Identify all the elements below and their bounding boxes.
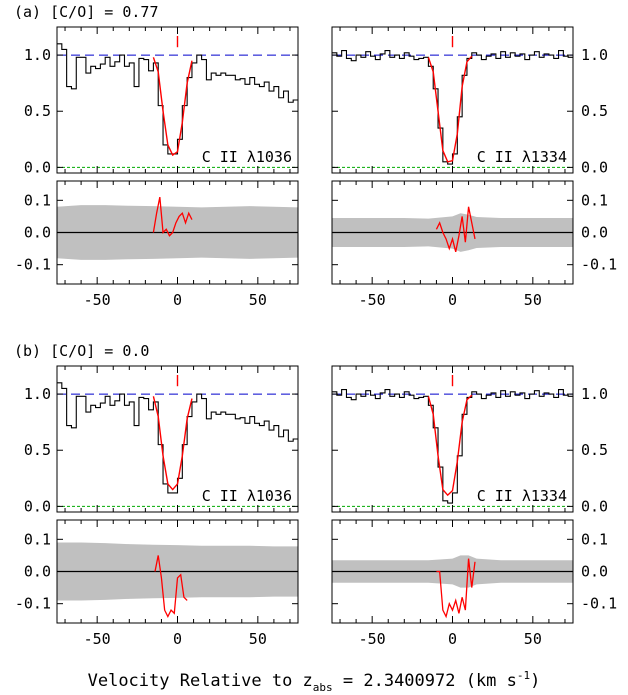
transition-label: C II λ1334 xyxy=(477,148,567,166)
transition-label: C II λ1334 xyxy=(477,487,567,505)
group-b-label: (b) [C/O] = 0.0 xyxy=(14,342,149,360)
group-a-label: (a) [C/O] = 0.77 xyxy=(14,3,159,21)
x-tick-label: 50 xyxy=(249,291,267,309)
model-fit-line xyxy=(152,57,193,157)
model-fit-line xyxy=(152,396,193,491)
y-tick-label: 0.0 xyxy=(24,158,51,176)
residual-line xyxy=(152,196,193,237)
y-tick-label: 0.5 xyxy=(24,102,51,120)
y-tick-label: -0.1 xyxy=(15,256,51,274)
y-tick-label: 0.5 xyxy=(581,102,608,120)
y-tick-label: 0.1 xyxy=(24,530,51,548)
y-tick-label: 0.5 xyxy=(581,441,608,459)
x-axis-title-superscript: -1 xyxy=(517,669,530,682)
plot-area xyxy=(332,555,573,619)
x-axis-title-subscript: abs xyxy=(313,681,333,694)
x-tick-label: 0 xyxy=(173,291,182,309)
x-tick-label: 50 xyxy=(524,630,542,648)
spectrum-histogram xyxy=(57,382,298,494)
x-tick-label: -50 xyxy=(359,291,386,309)
y-tick-label: 0.0 xyxy=(24,563,51,581)
y-tick-label: 0.1 xyxy=(24,191,51,209)
x-tick-label: 50 xyxy=(524,291,542,309)
y-tick-label: 0.0 xyxy=(24,497,51,515)
panel-a-residual-1334: -50 0 50 -0.1 0.0 0.1 xyxy=(331,180,617,309)
panel-a-spectrum-1036: C II λ1036 0.0 0.5 1.0 xyxy=(24,26,299,176)
panel-a-residual-1036: -50 0 50 -0.1 0.0 0.1 xyxy=(15,180,299,309)
y-tick-label: 0.0 xyxy=(581,563,608,581)
plot-area xyxy=(332,206,573,252)
y-tick-label: 1.0 xyxy=(581,46,608,64)
y-tick-label: 0.1 xyxy=(581,191,608,209)
x-tick-label: 0 xyxy=(448,291,457,309)
x-axis-title-tail: = 2.3400972 (km s xyxy=(333,671,517,691)
x-tick-label: -50 xyxy=(359,630,386,648)
panel-b-spectrum-1036: C II λ1036 0.0 0.5 1.0 xyxy=(24,365,299,515)
y-tick-label: 0.0 xyxy=(581,158,608,176)
x-tick-label: 50 xyxy=(249,630,267,648)
transition-label: C II λ1036 xyxy=(202,487,292,505)
y-tick-label: 0.0 xyxy=(581,497,608,515)
residual-line xyxy=(154,555,188,619)
y-tick-label: -0.1 xyxy=(15,595,51,613)
model-fit-line xyxy=(427,55,473,163)
y-tick-label: 0.0 xyxy=(24,224,51,242)
x-tick-label: 0 xyxy=(173,630,182,648)
transition-label: C II λ1036 xyxy=(202,148,292,166)
model-fit-line xyxy=(427,394,473,497)
x-tick-label: -50 xyxy=(84,630,111,648)
y-tick-label: 1.0 xyxy=(581,385,608,403)
spectrum-histogram xyxy=(332,389,573,504)
x-tick-label: -50 xyxy=(84,291,111,309)
y-tick-label: 1.0 xyxy=(24,46,51,64)
panel-a-spectrum-1334: C II λ1334 0.0 0.5 1.0 xyxy=(331,26,608,176)
x-axis-title-main: Velocity Relative to z xyxy=(88,671,313,691)
y-tick-label: 0.0 xyxy=(581,224,608,242)
y-tick-label: 0.1 xyxy=(581,530,608,548)
y-tick-label: 1.0 xyxy=(24,385,51,403)
residual-line xyxy=(435,206,476,252)
spectrum-histogram xyxy=(57,43,298,155)
x-tick-label: 0 xyxy=(448,630,457,648)
x-axis-title-close: ) xyxy=(530,671,540,691)
spectrum-histogram xyxy=(332,50,573,165)
plot-area xyxy=(57,196,298,260)
y-tick-label: 0.5 xyxy=(24,441,51,459)
plot-area xyxy=(57,542,298,619)
panel-b-residual-1334: -50 0 50 -0.1 0.0 0.1 xyxy=(331,519,617,648)
residual-line xyxy=(436,558,476,619)
y-tick-label: -0.1 xyxy=(581,595,617,613)
y-tick-label: -0.1 xyxy=(581,256,617,274)
x-axis-title: Velocity Relative to zabs = 2.3400972 (k… xyxy=(88,669,541,694)
panel-b-spectrum-1334: C II λ1334 0.0 0.5 1.0 xyxy=(331,365,608,515)
panel-b-residual-1036: -50 0 50 -0.1 0.0 0.1 xyxy=(15,519,299,648)
